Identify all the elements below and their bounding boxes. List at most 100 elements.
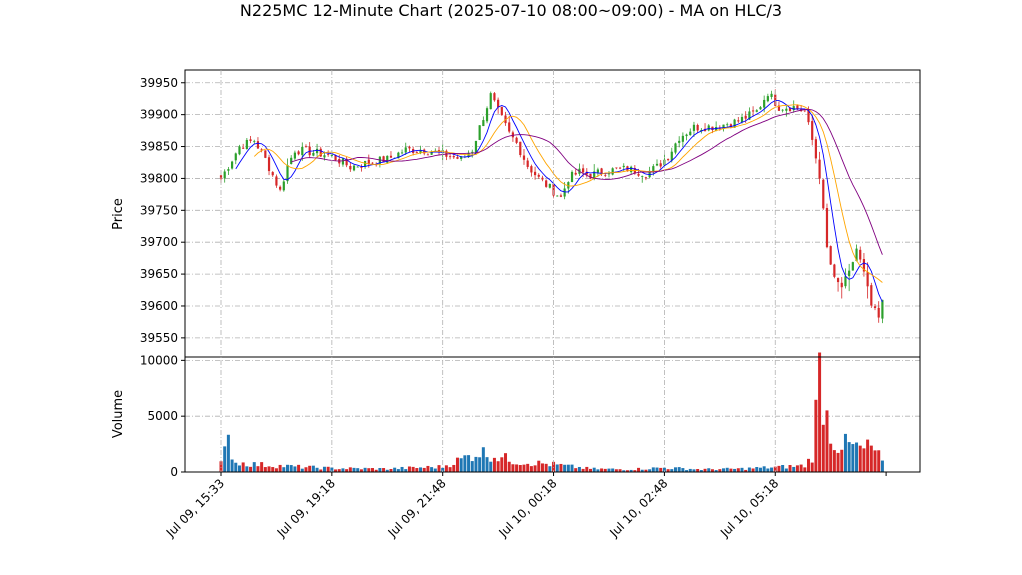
price-y-ticks: 39550 39600 39650 39700 39750 39800 39850 39900…: [140, 76, 185, 345]
volume-bar: [685, 470, 689, 472]
volume-bar: [455, 457, 459, 472]
candle-body: [430, 152, 433, 155]
x-tick-label: Jul 09, 19:18: [274, 476, 338, 540]
candle: [877, 301, 880, 323]
candle-body: [589, 173, 592, 179]
candle-body: [253, 140, 256, 142]
candle-body: [319, 148, 322, 157]
candle: [755, 109, 758, 113]
candle: [737, 116, 740, 123]
candle-body: [327, 154, 330, 155]
candle-body: [811, 121, 814, 140]
volume-bar: [744, 469, 748, 472]
volume-bar: [260, 462, 264, 472]
candle-body: [312, 152, 315, 156]
volume-bar: [614, 469, 618, 472]
candle: [500, 106, 503, 116]
candle: [855, 244, 858, 262]
candle: [685, 133, 688, 141]
candle: [271, 171, 274, 177]
candle-body: [659, 163, 662, 167]
candle-body: [611, 168, 614, 175]
candle-body: [859, 249, 862, 260]
candle-body: [622, 165, 625, 168]
candle: [751, 106, 755, 117]
candle: [400, 149, 404, 155]
candle-body: [389, 155, 393, 158]
candle-body: [489, 93, 492, 110]
price-tick-label: 39850: [140, 140, 178, 154]
candle: [519, 141, 522, 158]
volume-bar: [666, 469, 670, 472]
volume-bar: [770, 467, 774, 472]
candle: [537, 173, 540, 179]
volume-bar: [873, 450, 877, 472]
price-panel: 39550 39600 39650 39700 39750 39800 39850 39900…: [111, 69, 921, 358]
volume-bar: [382, 468, 386, 472]
volume-bar: [419, 467, 423, 472]
volume-bar: [422, 467, 426, 472]
volume-bar: [356, 468, 360, 472]
candle: [862, 253, 866, 277]
candle-body: [264, 150, 267, 158]
candle-body: [836, 278, 840, 283]
candle: [759, 106, 762, 110]
volume-bar: [847, 442, 851, 472]
candle: [733, 118, 736, 128]
candle-body: [726, 124, 729, 126]
candle-body: [777, 105, 781, 111]
volume-bar: [315, 467, 319, 472]
candle-body: [548, 183, 551, 188]
candle-body: [323, 155, 326, 158]
volume-bar: [644, 469, 648, 472]
candle-body: [356, 166, 359, 168]
candle-body: [478, 125, 481, 140]
candle-body: [522, 155, 526, 160]
candle-body: [582, 168, 585, 173]
candle: [851, 261, 854, 271]
candle-body: [526, 160, 529, 167]
volume-bar: [858, 445, 862, 472]
volume-bar: [478, 457, 482, 472]
volume-bar: [670, 469, 674, 472]
candle-body: [618, 167, 622, 169]
candle-body: [423, 149, 426, 154]
volume-bar: [430, 467, 434, 472]
candle-body: [219, 175, 223, 179]
volume-bar: [256, 466, 260, 472]
candle-body: [290, 157, 293, 164]
candle-body: [249, 139, 252, 141]
candle-body: [844, 276, 847, 287]
volume-bar: [515, 464, 519, 472]
volume-bar: [274, 468, 278, 472]
candle: [825, 203, 829, 249]
volume-bar: [592, 467, 596, 472]
candle: [341, 157, 345, 167]
volume-bar: [441, 467, 445, 472]
chart-title: N225MC 12-Minute Chart (2025-07-10 08:00…: [240, 1, 782, 20]
volume-bar: [537, 460, 541, 472]
volume-panel: 0 5000 10000 Volume: [111, 352, 921, 479]
volume-bar: [618, 469, 622, 472]
volume-bar: [489, 461, 493, 472]
volume-bar: [404, 469, 408, 472]
candle: [279, 185, 282, 192]
candle-body: [763, 99, 766, 108]
volume-bar: [814, 399, 818, 472]
candle: [522, 148, 526, 165]
volume-bar: [659, 467, 663, 472]
candle-body: [807, 110, 810, 123]
volume-bar: [803, 467, 807, 472]
candle-body: [559, 195, 563, 197]
candle-body: [840, 282, 843, 288]
candle: [430, 150, 433, 155]
volume-bar: [751, 468, 755, 472]
price-tick-label: 39900: [140, 108, 178, 122]
volume-panel-background: [185, 357, 920, 472]
candle: [267, 154, 271, 176]
volume-bar: [566, 464, 570, 472]
candle: [770, 90, 773, 100]
volume-bar: [367, 468, 371, 472]
candle-body: [230, 161, 234, 169]
